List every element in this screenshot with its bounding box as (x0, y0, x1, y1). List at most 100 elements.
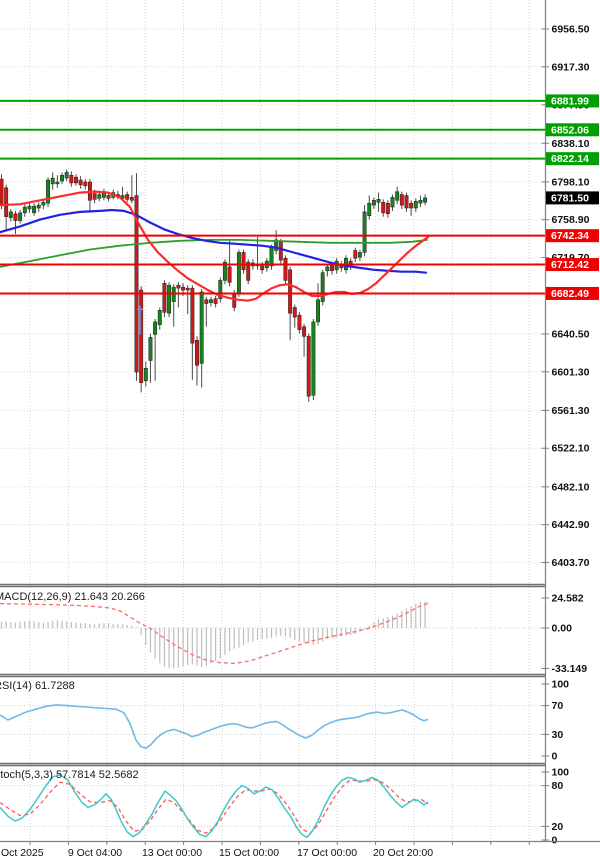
bear-candle (409, 202, 414, 209)
bear-candle (13, 213, 18, 221)
bull-candle (97, 194, 102, 199)
bull-candle (199, 291, 204, 364)
macd-indicator-label: MACD(12,26,9) 21.643 20.266 (0, 591, 145, 603)
bear-candle (134, 195, 139, 373)
bear-candle (353, 250, 358, 259)
bear-candle (330, 265, 334, 272)
bull-candle (357, 252, 362, 258)
bear-candle (213, 298, 218, 304)
ma-mid-blue (0, 208, 428, 274)
price-tick-label: 6601.30 (552, 366, 590, 378)
bear-candle (246, 261, 251, 281)
bull-candle (371, 200, 376, 206)
bull-candle (236, 252, 241, 294)
bull-candle (32, 205, 37, 214)
bear-candle (181, 286, 185, 291)
rsi-line (0, 704, 429, 749)
bull-candle (218, 280, 223, 299)
time-label: Oct 2025 (1, 847, 44, 859)
price-tick-label: 6956.50 (552, 24, 590, 36)
bear-candle (404, 195, 409, 209)
price-tick-label: 6917.30 (552, 61, 590, 73)
bear-candle (92, 193, 97, 200)
bull-candle (362, 211, 367, 253)
bull-candle (157, 310, 162, 326)
price-tick-label: 6798.10 (552, 176, 590, 188)
bear-candle (292, 307, 297, 318)
price-tick-label: 6442.90 (552, 519, 590, 531)
price-tick-label: 6482.10 (552, 481, 590, 493)
rsi-axis-label: 70 (552, 700, 564, 712)
stochastic-panel (0, 773, 545, 839)
rsi-panel (0, 704, 545, 749)
macd-signal-line (0, 602, 429, 665)
bull-candle (46, 179, 50, 204)
bear-candle (399, 194, 404, 206)
support-price-badge-text: 6682.49 (551, 288, 589, 300)
bear-candle (125, 194, 130, 200)
macd-axis-label: -33.149 (552, 663, 588, 675)
current-price-badge[interactable] (546, 191, 599, 205)
bull-candle (153, 321, 158, 335)
stoch-axis-label: 0 (552, 835, 558, 847)
bear-candle (139, 289, 144, 383)
time-label: 13 Oct 00:00 (142, 847, 202, 859)
bear-candle (297, 314, 302, 330)
bull-candle (209, 299, 213, 303)
stoch-axis-label: 80 (552, 780, 564, 792)
bear-candle (306, 336, 311, 397)
bear-candle (241, 252, 246, 271)
bear-candle (278, 241, 283, 261)
bear-candle (78, 179, 83, 186)
bear-candle (185, 287, 190, 291)
resistance-price-badge-text: 6881.99 (551, 95, 589, 107)
resistance-price-badge[interactable] (546, 123, 599, 137)
macd-axis-label: 0.00 (552, 623, 573, 635)
bear-candle (381, 201, 386, 214)
resistance-price-badge[interactable] (546, 94, 599, 108)
bear-candle (74, 176, 78, 184)
bull-candle (390, 197, 395, 208)
price-axis[interactable]: 6956.506917.306877.906838.106798.106758.… (541, 0, 600, 847)
support-price-badge[interactable] (546, 229, 599, 243)
level-lines[interactable] (0, 99, 545, 295)
rsi-indicator-label: RSI(14) 61.7288 (0, 680, 75, 692)
bear-candle (0, 178, 4, 206)
bear-candle (69, 174, 74, 184)
bull-candle (60, 174, 64, 182)
bull-candle (311, 321, 316, 396)
panel-separators[interactable] (0, 583, 600, 767)
price-marker[interactable] (137, 305, 143, 335)
stoch-axis-label: 100 (552, 767, 570, 779)
bear-candle (204, 299, 209, 304)
stoch-axis-label: 20 (552, 821, 564, 833)
moving-averages (0, 190, 430, 302)
support-price-badge[interactable] (546, 286, 599, 300)
resistance-price-badge[interactable] (546, 152, 599, 166)
price-tick-label: 6403.70 (552, 557, 590, 569)
bear-candle (129, 197, 134, 201)
bear-candle (260, 265, 265, 271)
bull-candle (167, 284, 172, 314)
stoch-k-line (0, 773, 429, 839)
bear-candle (227, 266, 232, 283)
support-price-badge-text: 6742.34 (551, 230, 589, 242)
bull-candle (367, 202, 372, 216)
bear-candle (283, 257, 288, 281)
time-label: 15 Oct 00:00 (219, 847, 279, 859)
bull-candle (27, 205, 32, 210)
time-axis[interactable]: Oct 2025 9 Oct 04:00 13 Oct 00:00 15 Oct 00… (0, 840, 600, 859)
bull-candle (8, 211, 13, 218)
bear-candle (190, 287, 195, 344)
bear-candle (195, 339, 199, 366)
price-tick-label: 6522.10 (552, 443, 590, 455)
bull-candle (64, 172, 69, 179)
bull-candle (22, 206, 27, 214)
support-price-badge[interactable] (546, 258, 599, 272)
time-label: 9 Oct 04:00 (68, 847, 122, 859)
time-label: 20 Oct 20:00 (373, 847, 433, 859)
bull-candle (143, 367, 148, 382)
bull-candle (413, 201, 418, 209)
